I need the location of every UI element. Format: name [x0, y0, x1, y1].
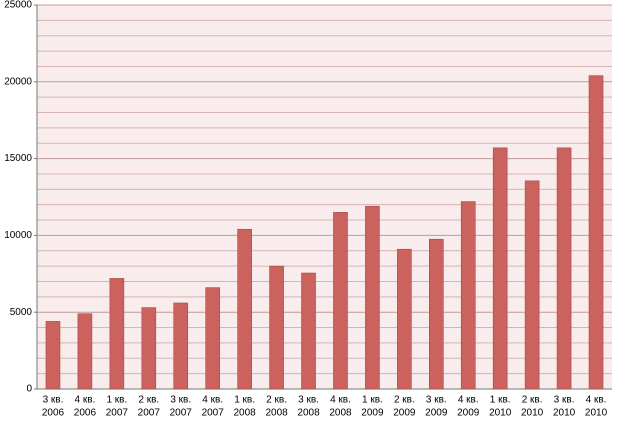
x-tick-label: 2006: [42, 408, 65, 419]
x-tick-label: 3 кв.: [298, 395, 319, 406]
plot-area: [37, 5, 612, 389]
x-tick-label: 2008: [329, 408, 352, 419]
x-tick-label: 2 кв.: [138, 395, 159, 406]
x-tick-label: 2008: [234, 408, 257, 419]
bar: [77, 313, 93, 390]
y-tick-label: 5000: [10, 307, 33, 318]
x-tick-label: 3 кв.: [554, 395, 575, 406]
x-tick-label: 2007: [170, 408, 193, 419]
bar: [269, 265, 284, 390]
x-tick-label: 4 кв.: [330, 395, 351, 406]
x-tick-label: 2 кв.: [394, 395, 415, 406]
bar: [333, 212, 348, 390]
bar: [492, 147, 508, 390]
x-tick-label: 2010: [489, 408, 512, 419]
x-tick-label: 2009: [393, 408, 416, 419]
x-tick-label: 2007: [202, 408, 225, 419]
y-tick-label: 20000: [4, 76, 32, 87]
x-tick-label: 1 кв.: [106, 395, 127, 406]
x-tick-label: 2010: [521, 408, 544, 419]
bar: [109, 278, 125, 390]
bar: [460, 201, 476, 390]
bar: [429, 238, 444, 390]
bar: [588, 75, 604, 390]
x-tick-label: 2009: [457, 408, 480, 419]
x-tick-label: 1 кв.: [362, 395, 383, 406]
bar: [141, 307, 157, 390]
x-tick-label: 2010: [585, 408, 608, 419]
x-tick-label: 2009: [425, 408, 448, 419]
bar: [173, 302, 189, 390]
bar: [365, 205, 380, 390]
x-tick-label: 2009: [361, 408, 384, 419]
x-tick-label: 2007: [138, 408, 161, 419]
bar: [237, 228, 252, 390]
x-tick-label: 2006: [74, 408, 97, 419]
y-tick-label: 25000: [4, 0, 32, 11]
x-tick-label: 1 кв.: [490, 395, 511, 406]
bar: [205, 287, 220, 390]
x-tick-label: 4 кв.: [458, 395, 479, 406]
x-tick-label: 2010: [553, 408, 576, 419]
y-tick-label: 15000: [4, 153, 32, 164]
x-tick-label: 3 кв.: [43, 395, 64, 406]
bar: [301, 272, 316, 390]
y-tick-label: 10000: [4, 230, 32, 241]
x-tick-label: 2 кв.: [266, 395, 287, 406]
bar: [524, 180, 540, 390]
x-tick-label: 2 кв.: [522, 395, 543, 406]
x-tick-label: 4 кв.: [75, 395, 96, 406]
x-tick-label: 4 кв.: [202, 395, 223, 406]
bar: [556, 147, 572, 390]
x-tick-label: 1 кв.: [234, 395, 255, 406]
x-tick-label: 2008: [265, 408, 288, 419]
x-tick-label: 3 кв.: [426, 395, 447, 406]
bar: [397, 248, 412, 390]
x-tick-label: 4 кв.: [586, 395, 607, 406]
bar: [45, 321, 61, 390]
x-tick-label: 2008: [297, 408, 320, 419]
x-tick-label: 2007: [106, 408, 129, 419]
x-tick-label: 3 кв.: [170, 395, 191, 406]
y-tick-label: 0: [26, 384, 32, 395]
